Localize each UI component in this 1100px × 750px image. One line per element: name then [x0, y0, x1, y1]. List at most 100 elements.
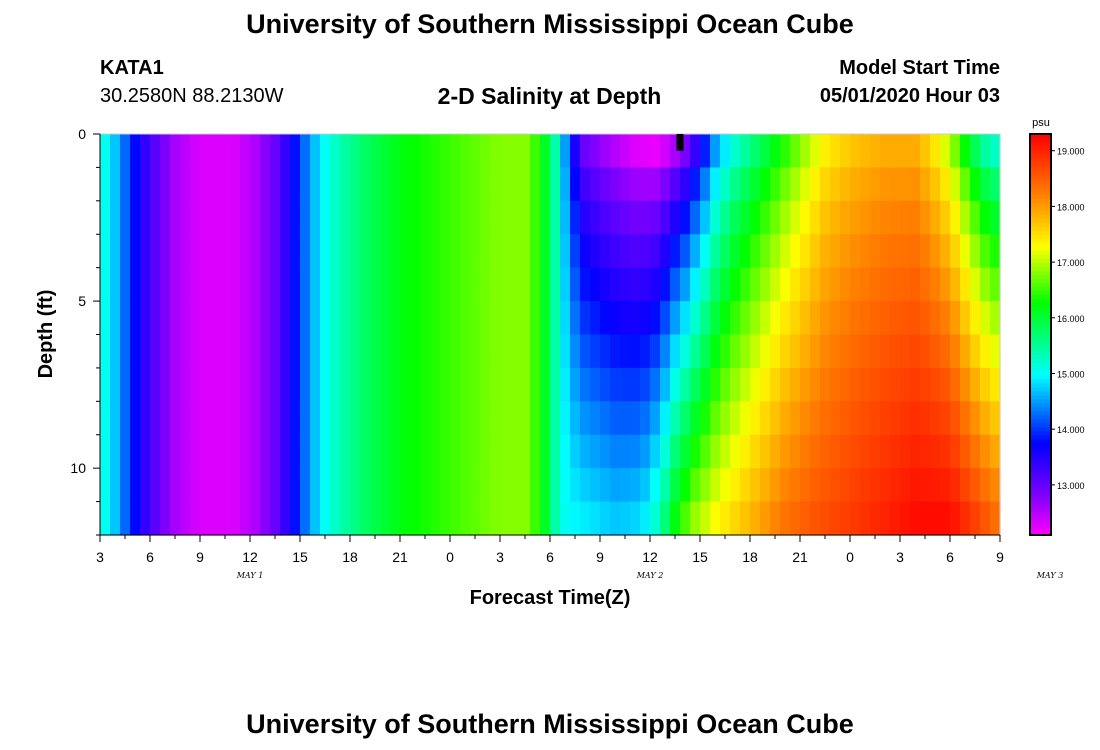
- heatmap-cell: [850, 134, 861, 169]
- heatmap-cell: [260, 401, 271, 436]
- heatmap-cell: [700, 434, 711, 469]
- heatmap-cell: [840, 434, 851, 469]
- heatmap-cell: [810, 200, 821, 235]
- heatmap-cell: [510, 200, 521, 235]
- heatmap-cell: [550, 334, 561, 369]
- x-axis-title: Forecast Time(Z): [470, 587, 631, 609]
- heatmap-cell: [680, 134, 691, 169]
- heatmap-cell: [320, 434, 331, 469]
- heatmap-cell: [880, 267, 891, 302]
- heatmap-cell: [540, 434, 551, 469]
- heatmap-cell: [620, 267, 631, 302]
- colorbar-segment: [1030, 210, 1051, 215]
- heatmap-cell: [790, 468, 801, 503]
- heatmap-cell: [330, 134, 341, 169]
- heatmap-cell: [660, 134, 671, 169]
- heatmap-cell: [990, 401, 1001, 436]
- colorbar-segment: [1030, 454, 1051, 460]
- heatmap-cell: [860, 468, 871, 503]
- heatmap-cell: [860, 501, 871, 536]
- heatmap-cell: [440, 501, 451, 536]
- heatmap-cell: [210, 468, 221, 503]
- heatmap-cell: [900, 301, 911, 336]
- colorbar-segment: [1030, 290, 1051, 295]
- heatmap-cell: [260, 167, 271, 202]
- heatmap-cell: [440, 167, 451, 202]
- heatmap-cell: [540, 134, 551, 169]
- heatmap-cell: [850, 468, 861, 503]
- heatmap-cell: [640, 367, 651, 402]
- colorbar-segment: [1030, 346, 1051, 352]
- heatmap-cell: [420, 134, 431, 169]
- heatmap-cell: [280, 367, 291, 402]
- heatmap-cell: [540, 468, 551, 503]
- heatmap-cell: [110, 468, 121, 503]
- heatmap-cell: [570, 367, 581, 402]
- heatmap-cell: [870, 234, 881, 269]
- heatmap-cell: [120, 234, 131, 269]
- heatmap-cell: [590, 367, 601, 402]
- colorbar-segment: [1030, 178, 1051, 183]
- heatmap-cell: [390, 334, 401, 369]
- heatmap-cell: [470, 301, 481, 336]
- heatmap-cell: [290, 167, 301, 202]
- heatmap-cell: [110, 501, 121, 536]
- heatmap-cell: [450, 367, 461, 402]
- heatmap-cell: [780, 468, 791, 503]
- heatmap-cell: [280, 267, 291, 302]
- chart-subtitle: 2-D Salinity at Depth: [437, 83, 662, 109]
- heatmap-cell: [280, 501, 291, 536]
- heatmap-cell: [740, 468, 751, 503]
- heatmap-cell: [820, 401, 831, 436]
- heatmap-cell: [270, 267, 281, 302]
- heatmap-cell: [420, 334, 431, 369]
- heatmap-cell: [300, 401, 311, 436]
- heatmap-cell: [210, 267, 221, 302]
- heatmap-cell: [620, 234, 631, 269]
- heatmap-cell: [310, 167, 321, 202]
- heatmap-cell: [560, 434, 571, 469]
- colorbar-segment: [1030, 494, 1051, 500]
- colorbar-segment: [1030, 134, 1051, 139]
- heatmap-cell: [160, 367, 171, 402]
- heatmap-cell: [210, 434, 221, 469]
- heatmap-cell: [860, 167, 871, 202]
- heatmap-cell: [570, 468, 581, 503]
- heatmap-cell: [290, 200, 301, 235]
- heatmap-cell: [960, 167, 971, 202]
- heatmap-cell: [600, 134, 611, 169]
- heatmap-cell: [390, 234, 401, 269]
- heatmap-cell: [720, 167, 731, 202]
- heatmap-cell: [410, 468, 421, 503]
- heatmap-cell: [600, 267, 611, 302]
- heatmap-cell: [180, 267, 191, 302]
- heatmap-cell: [800, 200, 811, 235]
- heatmap-cell: [110, 434, 121, 469]
- heatmap-cell: [690, 167, 701, 202]
- heatmap-cell: [190, 267, 201, 302]
- heatmap-cell: [980, 367, 991, 402]
- heatmap-cell: [750, 367, 761, 402]
- heatmap-cell: [820, 434, 831, 469]
- x-tick-label: 6: [146, 549, 154, 565]
- heatmap-cell: [650, 434, 661, 469]
- heatmap-cell: [270, 401, 281, 436]
- heatmap-cell: [190, 401, 201, 436]
- heatmap-cell: [130, 234, 141, 269]
- heatmap-cell: [950, 234, 961, 269]
- heatmap-cell: [330, 167, 341, 202]
- heatmap-cell: [280, 434, 291, 469]
- heatmap-cell: [660, 401, 671, 436]
- heatmap-cell: [870, 267, 881, 302]
- heatmap-cell: [240, 301, 251, 336]
- heatmap-cell: [450, 267, 461, 302]
- x-tick-label: 12: [642, 549, 658, 565]
- heatmap-cell: [430, 234, 441, 269]
- heatmap-cell: [780, 301, 791, 336]
- heatmap-cell: [560, 267, 571, 302]
- heatmap-cell: [140, 167, 151, 202]
- heatmap-cell: [990, 134, 1001, 169]
- heatmap-cell: [710, 401, 721, 436]
- heatmap-cell: [710, 468, 721, 503]
- heatmap-cell: [790, 134, 801, 169]
